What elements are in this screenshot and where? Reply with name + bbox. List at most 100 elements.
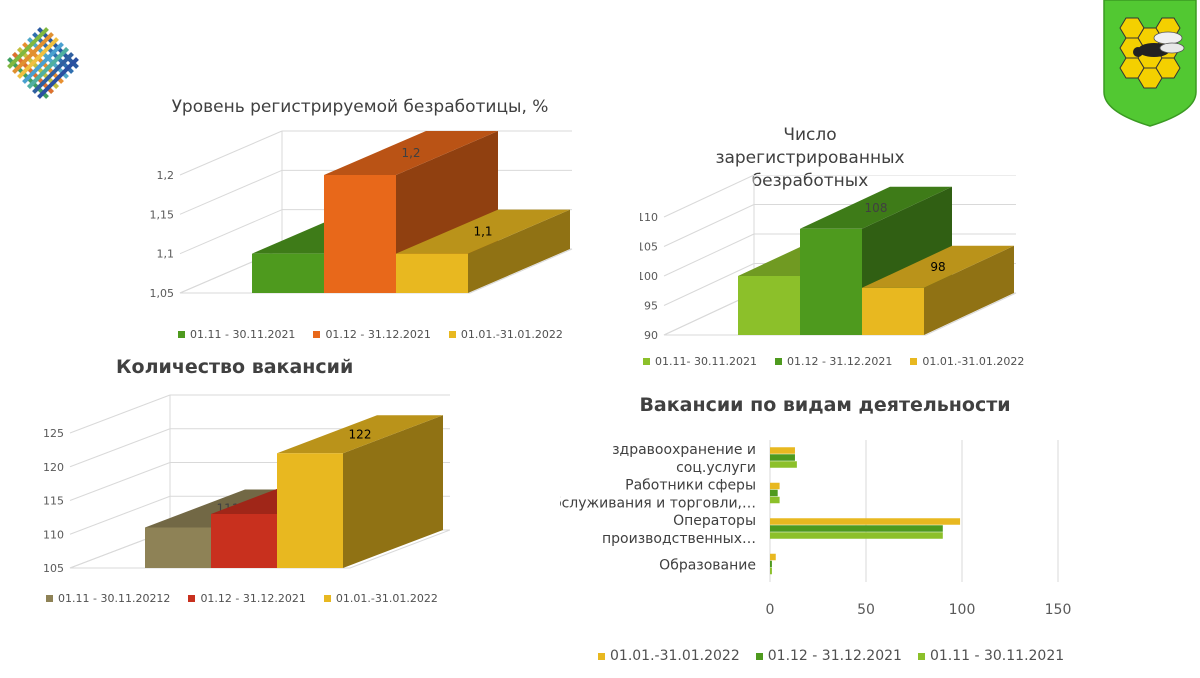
legend-swatch xyxy=(910,358,918,365)
category-label: производственных… xyxy=(602,531,756,547)
gridline-side xyxy=(179,209,283,255)
chart-title-unemployment-rate: Уровень регистрируемой безработицы, % xyxy=(171,97,549,117)
bar xyxy=(770,454,795,461)
legend-swatch xyxy=(188,595,196,602)
gridline-side xyxy=(663,204,755,247)
legend-item: 01.12 - 31.12.2021 xyxy=(755,648,902,664)
legend-label: 01.11 - 30.11.2021 xyxy=(929,648,1065,664)
gridline-side xyxy=(69,428,171,468)
y-tick-label: 1,1 xyxy=(157,248,175,261)
legend-swatch xyxy=(774,358,782,365)
y-tick-label: 115 xyxy=(43,495,64,508)
bar-side xyxy=(924,245,1014,335)
category-label: обслуживания и торговли,… xyxy=(560,495,756,511)
x-tick-label: 150 xyxy=(1045,602,1072,618)
chart-title-vacancies-by-activity: Вакансии по видам деятельности xyxy=(639,394,1011,416)
legend-label: 01.11 - 30.11.2021 xyxy=(190,328,296,341)
y-tick-label: 1,15 xyxy=(150,208,175,221)
legend-swatch xyxy=(643,358,650,365)
vacancies-by-activity-chart: 0 50 100 150 здравоохранение и соц.услугиРабо… xyxy=(560,440,1072,618)
data-label: 1,2 xyxy=(401,146,420,160)
legend-item: 01.11 - 30.11.2021 xyxy=(917,648,1065,664)
chart-title-registered-unemployed: Число зарегистрированных безработных xyxy=(715,125,905,191)
gridline-side xyxy=(69,462,171,501)
data-label: 122 xyxy=(349,427,372,441)
category-label: соц.услуги xyxy=(676,460,756,476)
legend-swatch xyxy=(598,652,605,660)
legend-item: 01.11 - 30.11.2021 xyxy=(178,328,295,341)
data-label: 108 xyxy=(865,201,888,215)
bar-top xyxy=(324,131,498,175)
bar-top xyxy=(396,209,570,254)
gridline-side xyxy=(179,169,283,215)
legend-label: 01.12 - 31.12.2021 xyxy=(786,355,893,368)
legend-label: 01.01.-31.01.2022 xyxy=(922,355,1025,368)
legend-item: 01.01.-31.01.2022 xyxy=(448,328,563,341)
bar xyxy=(770,553,776,561)
y-tick-label: 110 xyxy=(640,211,658,224)
legend-label: 01.11- 30.11.2021 xyxy=(655,355,757,368)
x-tick-label: 0 xyxy=(766,602,775,618)
category-label: здравоохранение и xyxy=(612,442,756,458)
bar xyxy=(862,287,924,335)
y-tick-label: 100 xyxy=(640,270,658,283)
data-label: 1,1 xyxy=(473,225,492,239)
bar xyxy=(770,518,961,525)
chart-title-vacancies-count: Количество вакансий xyxy=(116,356,354,378)
legend-item: 01.01.-31.01.2022 xyxy=(598,648,740,664)
y-tick-label: 1,05 xyxy=(150,287,175,300)
bar xyxy=(145,527,211,568)
bar xyxy=(738,276,800,335)
vacancies-count-chart: 105110115120125111113122 xyxy=(43,394,450,575)
legend-label: 01.12 - 31.12.2021 xyxy=(767,648,902,664)
legend-label: 01.12 - 31.12.2021 xyxy=(325,328,431,341)
bar xyxy=(770,447,795,454)
bar xyxy=(770,496,780,504)
vacancies-by-activity-legend: 01.01.-31.01.2022 01.12 - 31.12.2021 01.11… xyxy=(598,648,1080,664)
y-tick-label: 120 xyxy=(43,461,64,474)
y-tick-label: 110 xyxy=(43,528,64,541)
x-tick-label: 100 xyxy=(949,602,976,618)
category-label: Образование xyxy=(659,557,756,573)
registered-unemployed-chart: 909510010511010010898 xyxy=(640,175,1017,342)
woven-logo-icon xyxy=(4,24,82,102)
category-label: Операторы xyxy=(673,513,756,529)
bar xyxy=(770,567,772,575)
bar xyxy=(324,175,396,293)
gridline-side xyxy=(179,130,283,176)
legend-item: 01.01.-31.01.2022 xyxy=(910,355,1024,368)
bar xyxy=(396,253,468,293)
legend-swatch xyxy=(448,331,456,338)
legend-label: 01.01.-31.01.2022 xyxy=(335,592,438,605)
bar xyxy=(770,482,780,490)
y-tick-label: 105 xyxy=(43,562,64,575)
y-tick-label: 95 xyxy=(644,300,658,313)
legend-item: 01.12 - 31.12.2021 xyxy=(313,328,431,341)
legend-swatch xyxy=(313,331,321,338)
legend-label: 01.01.-31.01.2022 xyxy=(460,328,563,341)
bar xyxy=(770,489,778,497)
bar xyxy=(800,228,862,335)
gridline-side xyxy=(663,175,755,218)
legend-label: 01.11 - 30.11.20212 xyxy=(58,592,171,605)
vacancies-count-legend: 01.11 - 30.11.20212 01.12 - 31.12.2021 01.… xyxy=(46,592,456,605)
legend-swatch xyxy=(917,652,925,660)
bar xyxy=(770,532,943,539)
y-tick-label: 125 xyxy=(43,427,64,440)
gridline-side xyxy=(663,263,755,306)
legend-label: 01.01.-31.01.2022 xyxy=(610,648,740,664)
legend-swatch xyxy=(46,595,53,602)
unemployment-rate-chart: 1,051,11,151,21,11,21,1 xyxy=(150,130,573,300)
bar-side xyxy=(343,415,443,568)
legend-swatch xyxy=(323,595,331,602)
gridline-side xyxy=(69,495,171,535)
bar-top xyxy=(862,245,1014,288)
legend-item: 01.12 - 31.12.2021 xyxy=(774,355,893,368)
bar xyxy=(770,525,943,532)
legend-item: 01.01.-31.01.2022 xyxy=(323,592,438,605)
bar-top xyxy=(800,186,952,229)
legend-item: 01.12 - 31.12.2021 xyxy=(188,592,306,605)
legend-label: 01.12 - 31.12.2021 xyxy=(200,592,306,605)
registered-unemployed-legend: 01.11- 30.11.2021 01.12 - 31.12.2021 01.01… xyxy=(643,355,1042,368)
y-tick-label: 1,2 xyxy=(157,169,175,182)
